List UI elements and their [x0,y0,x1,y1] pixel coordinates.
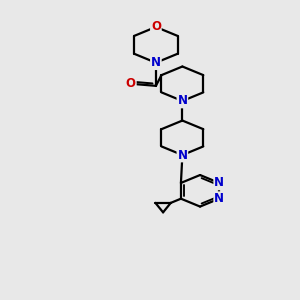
Text: N: N [214,176,224,189]
Text: N: N [177,94,188,107]
Text: N: N [214,192,224,205]
Text: N: N [151,56,161,69]
Text: O: O [151,20,161,34]
Text: N: N [177,148,188,161]
Text: O: O [126,77,136,90]
